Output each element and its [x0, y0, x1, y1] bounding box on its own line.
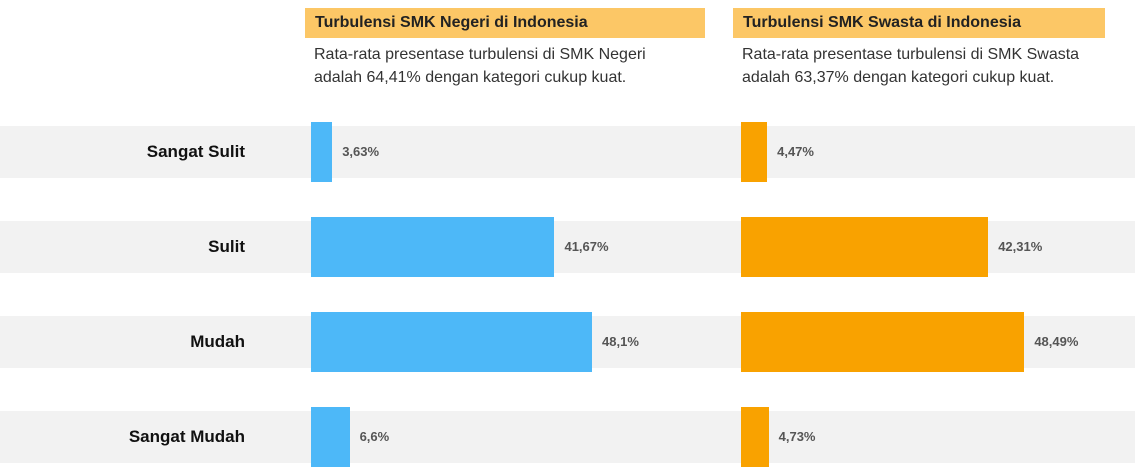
category-label: Sulit [208, 237, 245, 256]
bar [311, 217, 555, 277]
category-label: Mudah [190, 332, 245, 351]
row-band [0, 126, 1135, 178]
panel-description: Rata-rata presentase turbulensi di SMK N… [314, 46, 646, 86]
value-label: 41,67% [564, 239, 609, 254]
bar [741, 217, 989, 277]
bar [741, 407, 769, 467]
value-label: 3,63% [342, 144, 380, 159]
category-label: Sangat Mudah [128, 427, 245, 446]
value-label: 4,73% [778, 429, 816, 444]
panel-title: Turbulensi SMK Negeri di Indonesia [305, 8, 705, 38]
bar [311, 407, 350, 467]
row-band [0, 411, 1135, 463]
bar [741, 122, 768, 182]
value-label: 48,49% [1034, 334, 1079, 349]
bar [741, 312, 1025, 372]
bar [311, 122, 333, 182]
value-label: 6,6% [359, 429, 390, 444]
category-label: Sangat Sulit [146, 142, 245, 161]
panel-description: Rata-rata presentase turbulensi di SMK S… [742, 46, 1080, 86]
value-label: 48,1% [602, 334, 639, 349]
bar [311, 312, 593, 372]
value-label: 42,31% [998, 239, 1043, 254]
value-label: 4,47% [777, 144, 814, 159]
panel-title: Turbulensi SMK Swasta di Indonesia [733, 8, 1105, 38]
